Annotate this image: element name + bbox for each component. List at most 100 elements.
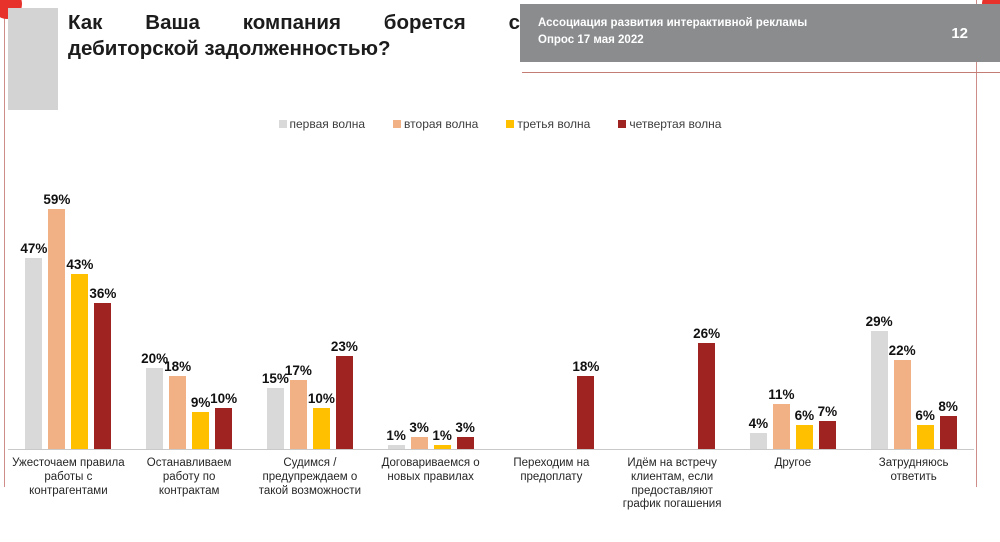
header-bar: Ассоциация развития интерактивной реклам… xyxy=(520,4,1000,62)
value-label: 36% xyxy=(89,286,117,301)
bar-четвертая-волна xyxy=(456,437,474,449)
bar-slot: 29% xyxy=(866,314,893,449)
bar-slot: 18% xyxy=(164,359,191,449)
bar-третья-волна xyxy=(433,445,451,449)
value-label: 6% xyxy=(794,408,815,423)
bar-slot: 20% xyxy=(141,351,168,449)
header-survey-date: Опрос 17 мая 2022 xyxy=(538,33,644,46)
bar-group: 20% 18% 9% 10% xyxy=(129,189,250,449)
bar-slot: 22% xyxy=(889,343,916,449)
value-label: 18% xyxy=(164,359,192,374)
bar-вторая-волна xyxy=(289,380,307,449)
bar-slot: 3% xyxy=(455,420,475,449)
bar-третья-волна xyxy=(916,425,934,449)
category-labels-row: Ужесточаем правила работы с контрагентам… xyxy=(8,457,974,512)
value-label: 29% xyxy=(865,314,893,329)
bar-третья-волна xyxy=(71,274,89,449)
slide-title: Как Ваша компания борется с дебиторской … xyxy=(68,10,520,61)
bar-slot: 11% xyxy=(768,387,795,449)
bar-первая-волна xyxy=(749,433,767,449)
value-label: 10% xyxy=(210,391,238,406)
slide-title-line2: дебиторской задолженностью? xyxy=(68,36,391,60)
header-organization: Ассоциация развития интерактивной реклам… xyxy=(538,17,808,29)
value-label: 1% xyxy=(432,428,452,443)
bar-slot: 36% xyxy=(89,286,116,449)
bar-group: 15% 17% 10% 23% xyxy=(250,189,371,449)
right-border-line xyxy=(976,0,977,487)
bar-четвертая-волна xyxy=(94,303,112,449)
value-label: 4% xyxy=(748,416,769,431)
bar-вторая-волна xyxy=(48,209,66,449)
header-underline xyxy=(522,72,1000,73)
bar-slot: 10% xyxy=(308,391,335,449)
value-label: 3% xyxy=(409,420,429,435)
value-label: 6% xyxy=(915,408,935,423)
bar-четвертая-волна xyxy=(698,343,716,449)
bar-slot: 3% xyxy=(409,420,429,449)
bar-chart: 47% 59% 43% 36% 20% 18% 9% 10% 15% 17% 10% 23% 1% 3% 1… xyxy=(8,189,974,449)
value-label: 7% xyxy=(817,404,838,419)
value-label: 1% xyxy=(386,428,406,443)
bar-slot: 26% xyxy=(693,326,720,449)
value-label: 9% xyxy=(190,395,211,410)
bar-slot: 7% xyxy=(818,404,837,449)
bar-slot: 10% xyxy=(210,391,237,449)
bar-slot: 1% xyxy=(386,428,406,449)
bar-slot: 6% xyxy=(795,408,814,449)
bar-slot: 15% xyxy=(262,371,289,449)
legend-item: первая волна xyxy=(278,117,366,131)
bar-вторая-волна xyxy=(410,437,428,449)
value-label: 47% xyxy=(20,241,48,256)
bar-slot: 6% xyxy=(915,408,935,449)
legend-swatch xyxy=(278,120,287,128)
legend-label: первая волна xyxy=(289,117,366,131)
bar-вторая-волна xyxy=(893,360,911,449)
bar-третья-волна xyxy=(192,412,210,449)
value-label: 15% xyxy=(261,371,289,386)
bar-вторая-волна xyxy=(169,376,187,449)
bar-slot: 4% xyxy=(749,416,768,449)
bar-четвертая-волна xyxy=(335,356,353,449)
legend-item: вторая волна xyxy=(393,117,478,131)
bar-slot: 23% xyxy=(331,339,358,449)
category-label: Судимся / предупреждаем о такой возможно… xyxy=(258,457,362,497)
value-label: 43% xyxy=(66,257,94,272)
bar-slot: 9% xyxy=(191,395,210,449)
value-label: 22% xyxy=(888,343,916,358)
value-label: 23% xyxy=(330,339,358,354)
bar-slot: 1% xyxy=(432,428,452,449)
legend-item: четвертая волна xyxy=(618,117,721,131)
value-label: 17% xyxy=(284,363,312,378)
bar-первая-волна xyxy=(25,258,43,449)
bar-group: 47% 59% 43% 36% xyxy=(8,189,129,449)
header-text: Ассоциация развития интерактивной реклам… xyxy=(538,15,807,48)
bar-вторая-волна xyxy=(772,404,790,449)
value-label: 11% xyxy=(768,387,795,402)
bar-slot: 8% xyxy=(938,399,958,449)
slide-number: 12 xyxy=(951,25,968,42)
value-label: 59% xyxy=(43,192,71,207)
legend-label: четвертая волна xyxy=(629,117,722,131)
category-label: Идём на встречу клиентам, если предостав… xyxy=(622,457,722,511)
bar-group: 18% xyxy=(491,189,612,449)
value-label: 18% xyxy=(572,359,600,374)
decoration-gray-block xyxy=(8,8,58,110)
value-label: 10% xyxy=(307,391,335,406)
bar-slot: 43% xyxy=(66,257,93,449)
bar-третья-волна xyxy=(312,408,330,449)
legend-swatch xyxy=(618,120,627,128)
category-label: Переходим на предоплату xyxy=(513,457,590,483)
bar-первая-волна xyxy=(266,388,284,449)
bar-slot: 17% xyxy=(285,363,312,449)
bar-первая-волна xyxy=(870,331,888,449)
category-label: Ужесточаем правила работы с контрагентам… xyxy=(12,457,125,497)
bar-первая-волна xyxy=(146,368,164,449)
bar-четвертая-волна xyxy=(215,408,233,449)
bar-group: 4% 11% 6% 7% xyxy=(733,189,854,449)
bar-group: 26% xyxy=(612,189,733,449)
category-label: Затрудняюсь ответить xyxy=(878,457,949,483)
slide-title-line1: Как Ваша компания борется с xyxy=(68,11,520,34)
bar-первая-волна xyxy=(387,445,405,449)
left-border-line xyxy=(4,0,5,487)
bar-group: 1% 3% 1% 3% xyxy=(370,189,491,449)
